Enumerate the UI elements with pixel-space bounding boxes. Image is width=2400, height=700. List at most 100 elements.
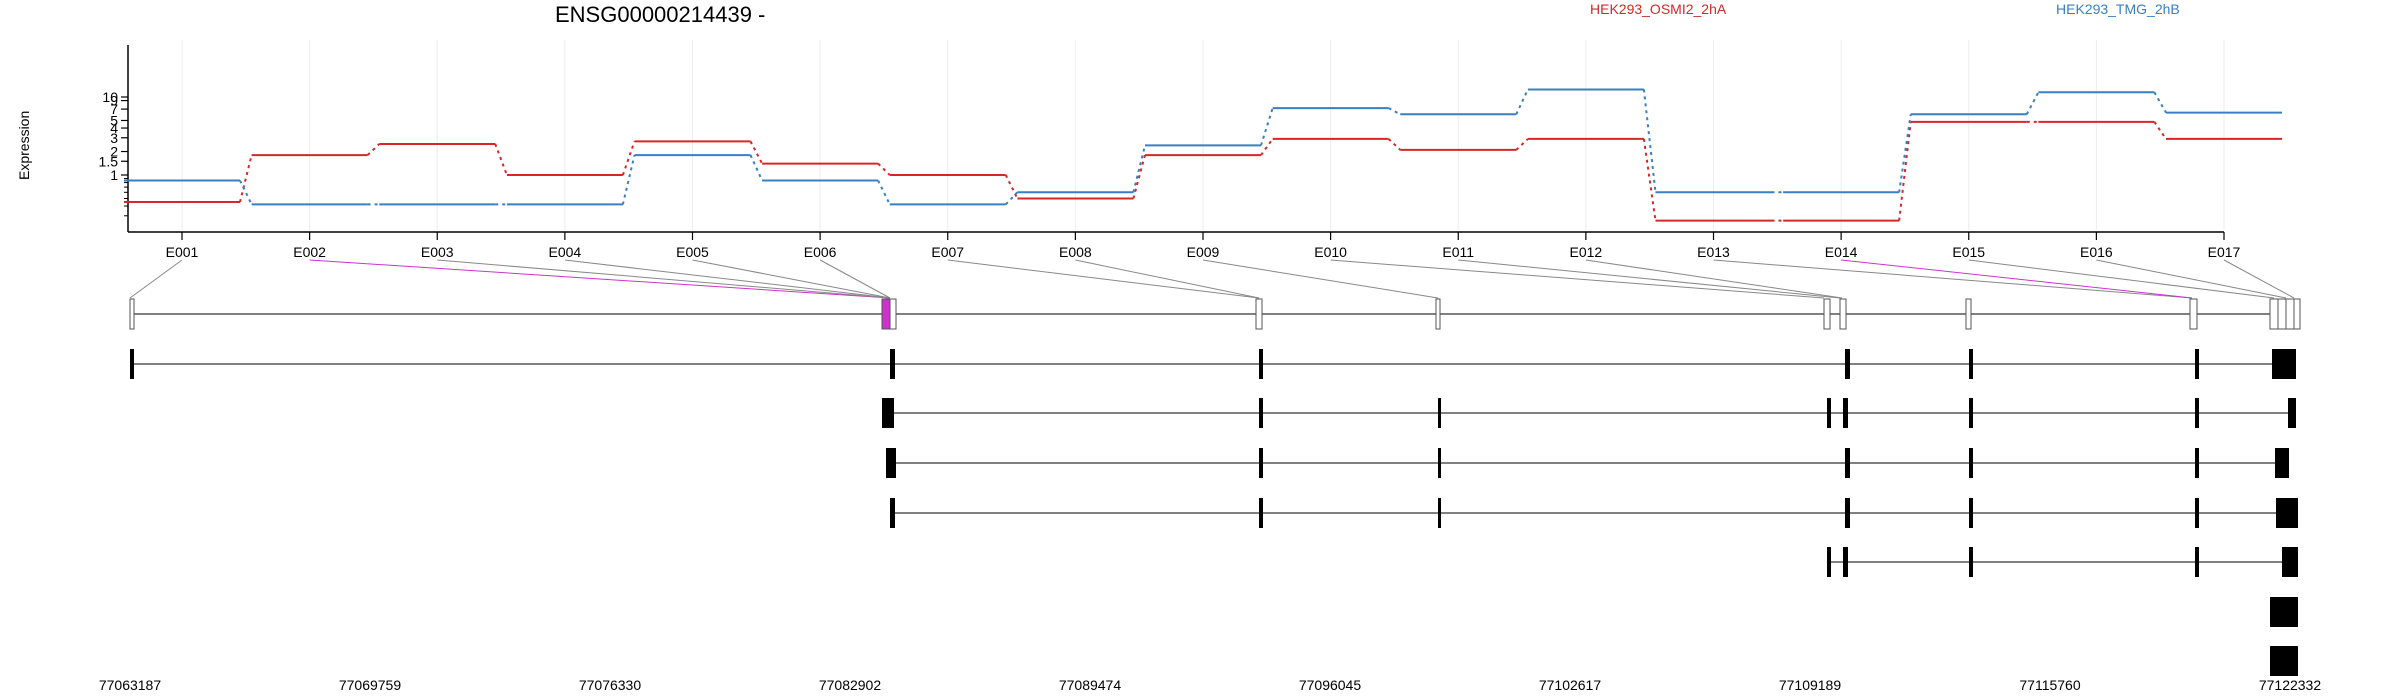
transcript-1-exon-5 <box>1969 349 1973 379</box>
transcript-7-exon-1 <box>2270 646 2298 676</box>
series-osmi2-link-11 <box>1515 138 1529 151</box>
transcript-4-exon-1 <box>890 498 895 528</box>
series-tmg-link-15 <box>2025 91 2040 115</box>
y-tick-label-1: 1.5 <box>99 153 119 169</box>
gene-exon-8 <box>1965 298 1972 330</box>
bin-connector-e001 <box>129 259 183 299</box>
gene-exon-7 <box>1839 298 1847 330</box>
bin-connector-e003 <box>437 259 891 299</box>
y-tick-label-4: 4 <box>110 120 118 136</box>
transcript-1-exon-1 <box>130 349 134 379</box>
coordinate-label-6: 77096045 <box>1299 677 1362 693</box>
transcript-2-exon-1 <box>882 398 894 428</box>
transcript-3-exon-4 <box>1845 448 1850 478</box>
series-osmi2-link-4 <box>621 141 636 176</box>
transcript-2-exon-3 <box>1438 398 1441 428</box>
coordinate-label-7: 77102617 <box>1539 677 1602 693</box>
y-tick-label-5: 5 <box>110 112 118 128</box>
series-tmg-link-6 <box>877 180 891 205</box>
coordinate-label-10: 77122332 <box>2259 677 2322 693</box>
transcript-1-exon-6 <box>2195 349 2199 379</box>
x-tick-label-e002: E002 <box>293 244 326 260</box>
x-tick-label-e015: E015 <box>1952 244 1985 260</box>
series-osmi2-link-6 <box>877 162 891 176</box>
transcript-3-exon-2 <box>1259 448 1263 478</box>
y-tick-label-6: 7 <box>110 101 118 117</box>
series-tmg-link-16 <box>2153 91 2167 114</box>
bin-connector-e009 <box>1202 259 1439 299</box>
series-tmg-link-5 <box>749 154 764 181</box>
bin-connector-e017 <box>2223 259 2295 299</box>
transcript-2-exon-7 <box>2195 398 2199 428</box>
gene-exon-12 <box>2285 298 2295 330</box>
series-osmi2-link-10 <box>1387 138 1401 151</box>
series-osmi2-link-9 <box>1260 138 1274 156</box>
x-tick-label-e012: E012 <box>1570 244 1603 260</box>
x-tick-label-e003: E003 <box>421 244 454 260</box>
transcript-5-exon-5 <box>2282 547 2298 577</box>
bin-connector-e008 <box>1075 259 1260 299</box>
transcript-2-exon-5 <box>1843 398 1848 428</box>
bin-connector-e016 <box>2096 259 2287 299</box>
coordinate-label-4: 77082902 <box>819 677 882 693</box>
transcript-5-exon-4 <box>2195 547 2199 577</box>
transcript-4-exon-7 <box>2276 498 2298 528</box>
gene-exon-10 <box>2269 298 2279 330</box>
x-tick-label-e006: E006 <box>804 244 837 260</box>
coordinate-label-3: 77076330 <box>579 677 642 693</box>
transcript-4-exon-3 <box>1438 498 1441 528</box>
bin-connector-e015 <box>1968 259 2275 299</box>
series-tmg-link-8 <box>1132 145 1146 193</box>
x-tick-label-e011: E011 <box>1442 244 1474 260</box>
transcript-2-exon-6 <box>1969 398 1973 428</box>
bin-connector-e006 <box>819 259 891 299</box>
gene-exon-6 <box>1823 298 1831 330</box>
transcript-2-exon-2 <box>1259 398 1263 428</box>
series-tmg-link-11 <box>1515 89 1529 115</box>
gene-exon-3 <box>889 298 897 330</box>
bin-connector-e004 <box>564 259 891 299</box>
x-tick-label-e007: E007 <box>931 244 964 260</box>
series-osmi2-link-14 <box>1898 121 1912 221</box>
x-tick-label-e013: E013 <box>1697 244 1730 260</box>
series-osmi2-link-1 <box>239 154 253 203</box>
x-tick-label-e009: E009 <box>1187 244 1220 260</box>
transcript-5-exon-1 <box>1827 547 1831 577</box>
x-tick-label-e014: E014 <box>1825 244 1858 260</box>
series-tmg-link-4 <box>621 154 636 205</box>
coordinate-label-5: 77089474 <box>1059 677 1122 693</box>
gene-exon-11 <box>2277 298 2287 330</box>
y-tick-label-8: 10 <box>102 89 118 105</box>
series-tmg-link-9 <box>1260 107 1274 146</box>
gene-exon-13 <box>2293 298 2301 330</box>
transcript-1-exon-3 <box>1259 349 1263 379</box>
y-tick-label-2: 2 <box>110 144 118 160</box>
x-tick-label-e017: E017 <box>2208 244 2241 260</box>
gene-exon-2 <box>881 298 891 330</box>
gene-exon-4 <box>1255 298 1263 330</box>
gene-exon-5 <box>1435 298 1441 330</box>
series-tmg-link-7 <box>1005 191 1019 206</box>
x-tick-label-e005: E005 <box>676 244 709 260</box>
gene-exon-1 <box>129 298 135 330</box>
bin-connector-e011 <box>1458 259 1841 299</box>
coordinate-label-9: 77115760 <box>2019 677 2080 693</box>
series-osmi2-link-16 <box>2153 121 2167 140</box>
x-tick-label-e008: E008 <box>1059 244 1092 260</box>
coordinate-label-2: 77069759 <box>339 677 402 693</box>
chart-title: ENSG00000214439 - <box>555 2 766 27</box>
x-tick-label-e004: E004 <box>549 244 582 260</box>
transcript-3-exon-1 <box>886 448 896 478</box>
legend-entry-osmi2: HEK293_OSMI2_2hA <box>1590 1 1727 17</box>
coordinate-label-1: 77063187 <box>99 677 162 693</box>
series-osmi2-link-7 <box>1004 174 1019 199</box>
transcript-3-exon-7 <box>2275 448 2289 478</box>
transcript-2-exon-4 <box>1827 398 1831 428</box>
gene-exon-9 <box>2189 298 2198 330</box>
x-tick-label-e016: E016 <box>2080 244 2113 260</box>
transcript-5-exon-3 <box>1969 547 1973 577</box>
legend-entry-tmg: HEK293_TMG_2hB <box>2056 1 2180 17</box>
bin-connector-e002 <box>309 259 891 299</box>
transcript-2-exon-8 <box>2288 398 2296 428</box>
